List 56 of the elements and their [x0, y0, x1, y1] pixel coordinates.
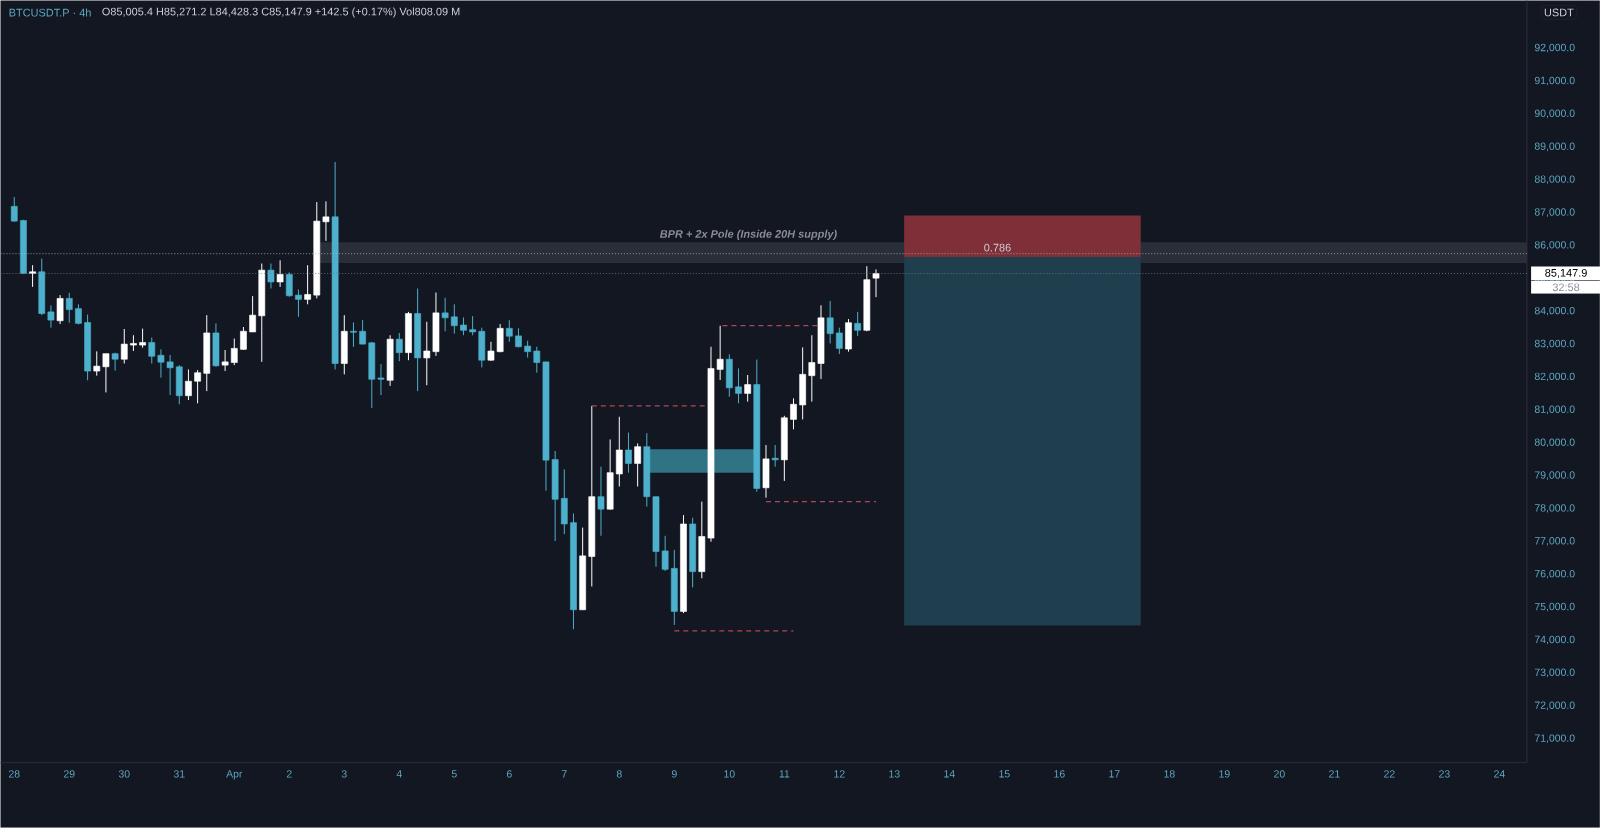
x-tick-label: 28	[8, 770, 20, 778]
x-tick-label: 31	[173, 770, 185, 778]
x-tick-label: 22	[1384, 770, 1395, 778]
x-tick-label: 3	[341, 770, 347, 778]
x-tick-label: 20	[1274, 770, 1285, 778]
x-tick-label: 21	[1329, 770, 1340, 778]
x-tick-label: 18	[1164, 770, 1175, 778]
y-tick-label: 83,000.0	[1534, 339, 1575, 349]
x-tick-label: 6	[506, 770, 512, 778]
y-tick-label: 80,000.0	[1534, 438, 1575, 448]
y-axis-title: USDT	[1544, 8, 1574, 17]
x-tick-label: 30	[118, 770, 130, 778]
band-label: BPR + 2x Pole (Inside 20H supply)	[659, 229, 837, 241]
x-tick-label: 29	[63, 770, 75, 778]
y-tick-label: 84,000.0	[1534, 307, 1575, 316]
x-tick-label: 17	[1109, 770, 1120, 778]
y-tick-label: 73,000.0	[1534, 668, 1575, 678]
y-tick-label: 92,000.0	[1534, 44, 1575, 53]
y-tick-label: 79,000.0	[1534, 471, 1575, 481]
x-tick-label: 5	[451, 770, 457, 778]
y-tick-label: 77,000.0	[1534, 537, 1575, 546]
y-tick-label: 78,000.0	[1534, 504, 1575, 514]
annotation: 0.786	[984, 243, 1011, 252]
x-tick-label: 11	[779, 770, 790, 778]
y-tick-label: 90,000.0	[1534, 109, 1575, 119]
y-tick-label: 82,000.0	[1534, 372, 1575, 382]
x-tick-label: 7	[561, 770, 567, 778]
x-tick-label: 16	[1054, 770, 1065, 778]
x-tick-label: 24	[1494, 770, 1505, 778]
y-tick-label: 76,000.0	[1534, 570, 1575, 579]
x-tick-label: 4	[396, 770, 402, 778]
x-tick-label: 23	[1439, 770, 1450, 778]
text: 32:58	[1552, 283, 1580, 292]
y-tick-label: 75,000.0	[1534, 603, 1575, 612]
y-tick-label: 86,000.0	[1534, 241, 1575, 250]
text: O85,005.4 H85,271.2 L84,428.3 C85,147.9 +142.5 (+0.17%) Vol808.09 M	[102, 7, 460, 18]
x-tick-label: 19	[1219, 770, 1230, 778]
y-tick-label: 74,000.0	[1534, 635, 1575, 645]
x-tick-label: 15	[999, 770, 1010, 778]
y-tick-label: 87,000.0	[1534, 208, 1575, 218]
x-tick-label: 14	[944, 770, 955, 778]
y-tick-label: 88,000.0	[1534, 175, 1575, 185]
y-tick-label: 71,000.0	[1534, 734, 1575, 744]
x-tick-label: Apr	[226, 770, 243, 780]
text: BTCUSDT.P · 4h	[9, 8, 91, 17]
x-tick-label: 9	[671, 770, 677, 778]
y-tick-label: 91,000.0	[1534, 76, 1575, 86]
y-tick-label: 72,000.0	[1534, 701, 1575, 711]
ref-line-label: 85,147.9	[1545, 269, 1587, 279]
x-tick-label: 2	[286, 770, 292, 778]
x-tick-label: 13	[889, 770, 900, 778]
x-tick-label: 10	[724, 770, 735, 778]
y-tick-label: 81,000.0	[1534, 405, 1575, 415]
y-tick-label: 89,000.0	[1534, 142, 1575, 152]
x-tick-label: 8	[616, 770, 622, 778]
x-tick-label: 12	[834, 770, 845, 778]
